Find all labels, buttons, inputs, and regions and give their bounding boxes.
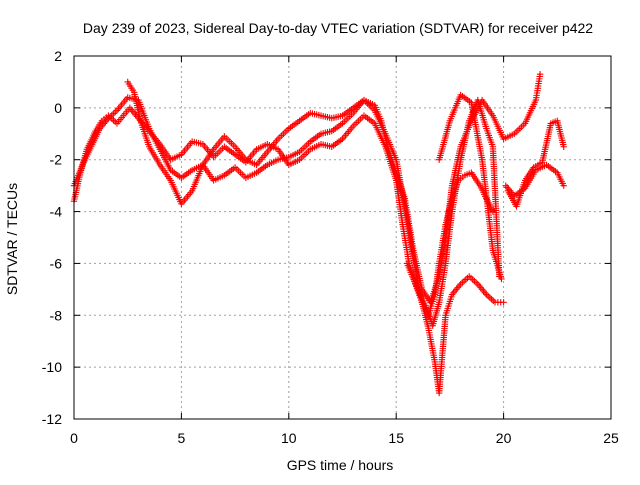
data-series-6 <box>504 117 567 210</box>
data-point <box>500 299 507 306</box>
data-point <box>489 208 497 215</box>
data-point <box>560 143 567 150</box>
x-tick-label: 20 <box>496 430 512 446</box>
data-point <box>536 70 544 78</box>
data-point <box>560 182 567 189</box>
data-layer <box>70 70 567 397</box>
y-tick-label: 0 <box>54 100 62 116</box>
y-tick-label: -6 <box>50 255 63 271</box>
y-tick-label: 2 <box>54 48 62 64</box>
data-series-5 <box>435 91 505 283</box>
plot-frame <box>73 55 612 420</box>
y-tick-label: -8 <box>50 307 63 323</box>
data-series-4 <box>403 96 503 329</box>
data-series-3 <box>124 70 544 306</box>
x-tick-label: 0 <box>70 430 78 446</box>
y-axis-label: SDTVAR / TECUs <box>4 183 20 295</box>
x-tick-label: 15 <box>388 430 404 446</box>
y-tick-label: -12 <box>42 411 62 427</box>
x-tick-label: 5 <box>178 430 186 446</box>
x-tick-label: 25 <box>603 430 619 446</box>
data-point <box>498 275 505 283</box>
x-tick-label: 10 <box>281 430 297 446</box>
chart-title: Day 239 of 2023, Sidereal Day-to-day VTE… <box>83 20 593 36</box>
grid-layer <box>74 56 611 419</box>
y-tick-label: -2 <box>50 152 63 168</box>
x-axis-label: GPS time / hours <box>287 457 394 473</box>
y-tick-label: -4 <box>50 204 63 220</box>
tick-layer: 0 5 10 15 20 25 -12 -10 -8 -6 -4 -2 0 2 <box>42 48 619 446</box>
y-tick-label: -10 <box>42 359 62 375</box>
